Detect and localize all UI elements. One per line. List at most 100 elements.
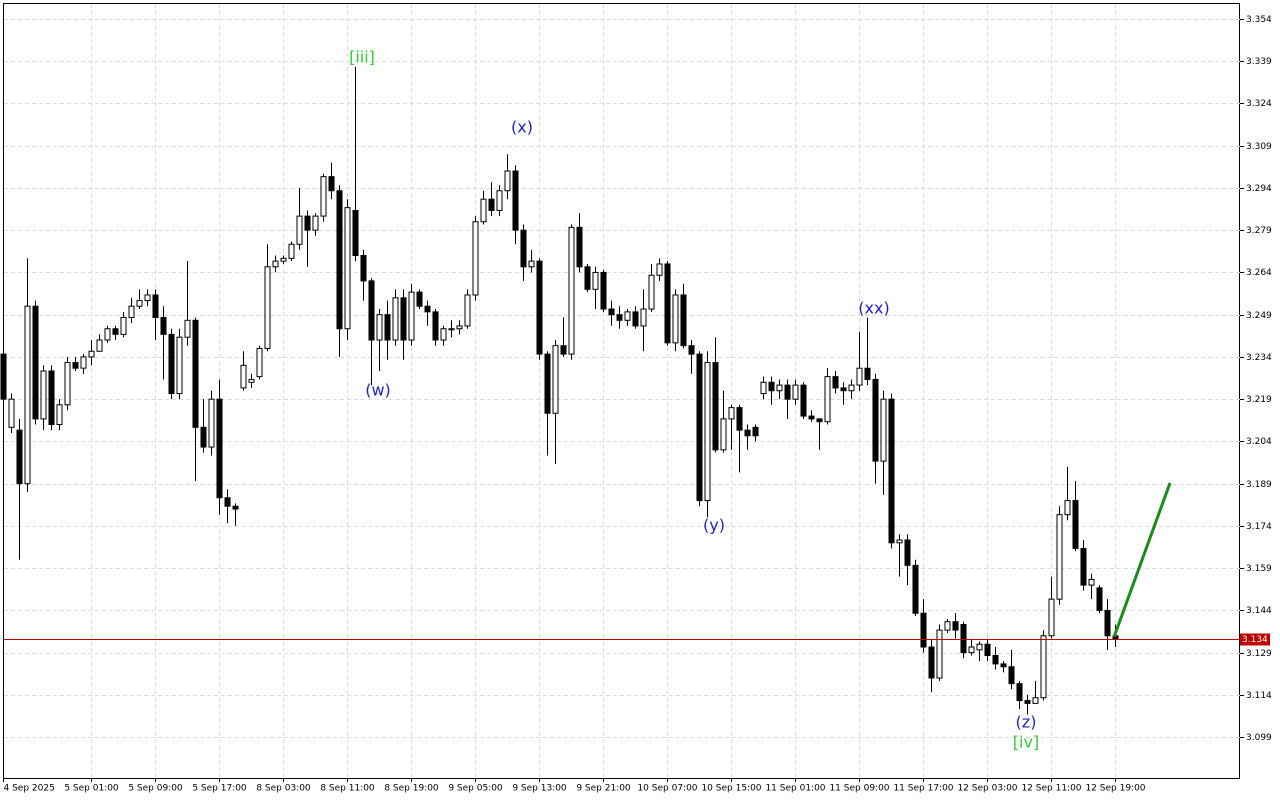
candle-body — [760, 381, 767, 395]
candle-body — [48, 370, 55, 426]
candle-body — [720, 418, 727, 451]
y-tick-label: 3.279 — [1246, 226, 1272, 236]
candle-body — [352, 209, 359, 257]
y-tick-label: 3.189 — [1246, 480, 1272, 490]
candle-body — [1008, 666, 1015, 685]
x-tick-label: 10 Sep 15:00 — [701, 784, 761, 794]
candle-body — [96, 339, 103, 352]
candle-body — [360, 255, 367, 282]
candle-body — [704, 362, 711, 502]
candle-body — [336, 190, 343, 330]
x-tick-label: 10 Sep 07:00 — [637, 784, 697, 794]
candle-body — [648, 274, 655, 310]
y-tick-label: 3.249 — [1246, 311, 1272, 321]
candle-body — [136, 300, 143, 307]
candle-body — [376, 314, 383, 341]
wave-label: [iv] — [1013, 733, 1039, 752]
wave-label: (xx) — [858, 299, 889, 318]
candle-body — [424, 305, 431, 313]
candle-body — [960, 623, 967, 654]
candle-body — [984, 643, 991, 656]
candle-body — [400, 297, 407, 341]
candles — [0, 66, 1119, 715]
candle-body — [592, 271, 599, 290]
candle-body — [792, 384, 799, 400]
candle-body — [664, 263, 671, 344]
candle-body — [320, 176, 327, 217]
x-tick-label: 8 Sep 19:00 — [384, 784, 439, 794]
candle-body — [544, 353, 551, 414]
wave-label: (x) — [511, 118, 533, 137]
current-price-label: 3.134 — [1242, 635, 1268, 645]
candle-body — [0, 353, 7, 400]
candle-body — [552, 345, 559, 414]
x-tick-label: 8 Sep 11:00 — [320, 784, 375, 794]
candle-body — [1016, 683, 1023, 702]
candle-body — [512, 170, 519, 231]
x-tick-label: 5 Sep 01:00 — [64, 784, 119, 794]
candle-body — [536, 260, 543, 355]
candle-body — [160, 316, 167, 335]
candle-body — [16, 429, 23, 485]
candle-body — [928, 646, 935, 679]
y-tick-label: 3.234 — [1246, 353, 1272, 363]
candle-body — [1064, 500, 1071, 516]
candle-body — [600, 271, 607, 310]
candle-body — [680, 294, 687, 347]
x-tick-label: 4 Sep 2025 — [4, 784, 55, 794]
candle-body — [576, 226, 583, 268]
candle-body — [280, 257, 287, 262]
candle-body — [848, 384, 855, 392]
candle-body — [1000, 663, 1007, 668]
candle-body — [840, 387, 847, 392]
candle-body — [344, 207, 351, 330]
y-tick-label: 3.114 — [1246, 691, 1272, 701]
candle-body — [896, 539, 903, 544]
candle-body — [328, 176, 335, 192]
candle-body — [224, 497, 231, 507]
x-tick-label: 9 Sep 05:00 — [448, 784, 503, 794]
candle-body — [40, 370, 47, 420]
candle-body — [888, 398, 895, 544]
candle-body — [744, 429, 751, 437]
candle-body — [768, 381, 775, 392]
x-tick-label: 9 Sep 21:00 — [576, 784, 631, 794]
candle-body — [808, 415, 815, 420]
candle-body — [32, 305, 39, 420]
candle-body — [392, 297, 399, 341]
candle-body — [104, 328, 111, 341]
candle-body — [272, 260, 279, 268]
x-tick-label: 11 Sep 17:00 — [893, 784, 953, 794]
candle-body — [144, 294, 151, 302]
y-tick-label: 3.309 — [1246, 142, 1272, 152]
candle-body — [480, 198, 487, 223]
candle-body — [832, 376, 839, 389]
candle-body — [1088, 578, 1095, 586]
candle-body — [440, 328, 447, 341]
candle-body — [264, 266, 271, 349]
candle-body — [184, 319, 191, 338]
candle-body — [560, 345, 567, 355]
candle-body — [1072, 500, 1079, 549]
y-tick-label: 3.294 — [1246, 184, 1272, 194]
candle-body — [1080, 547, 1087, 586]
y-tick-label: 3.204 — [1246, 437, 1272, 447]
candle-body — [816, 418, 823, 423]
candle-body — [456, 325, 463, 330]
candle-body — [696, 353, 703, 502]
x-tick-label: 9 Sep 13:00 — [512, 784, 567, 794]
wave-label: (y) — [703, 516, 725, 535]
candle-body — [672, 294, 679, 344]
candle-body — [504, 170, 511, 192]
candle-body — [936, 629, 943, 679]
x-tick-label: 5 Sep 09:00 — [128, 784, 183, 794]
candle-body — [856, 367, 863, 386]
candle-body — [520, 229, 527, 268]
candle-body — [712, 362, 719, 451]
candle-body — [1024, 700, 1031, 704]
candle-body — [56, 404, 63, 426]
x-tick-label: 8 Sep 03:00 — [256, 784, 311, 794]
candle-body — [168, 333, 175, 395]
candle-body — [992, 654, 999, 665]
y-tick-label: 3.219 — [1246, 395, 1272, 405]
